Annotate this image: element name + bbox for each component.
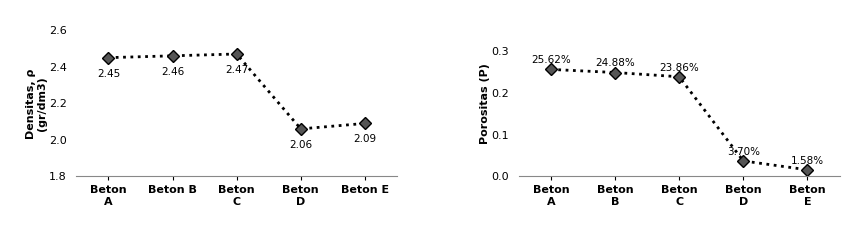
Text: 3.70%: 3.70% — [727, 147, 760, 157]
Text: 23.86%: 23.86% — [659, 62, 699, 73]
Text: 1.58%: 1.58% — [791, 156, 824, 166]
Y-axis label: Densitas, ρ
(gr/dm3): Densitas, ρ (gr/dm3) — [25, 68, 47, 139]
Y-axis label: Porositas (P): Porositas (P) — [480, 63, 490, 144]
Text: 2.06: 2.06 — [289, 140, 312, 150]
Text: 24.88%: 24.88% — [595, 58, 635, 68]
Text: 2.46: 2.46 — [161, 67, 184, 77]
Text: 2.45: 2.45 — [97, 69, 120, 79]
Text: 2.47: 2.47 — [225, 65, 248, 75]
Text: 2.09: 2.09 — [354, 134, 377, 144]
Text: 25.62%: 25.62% — [531, 55, 571, 65]
